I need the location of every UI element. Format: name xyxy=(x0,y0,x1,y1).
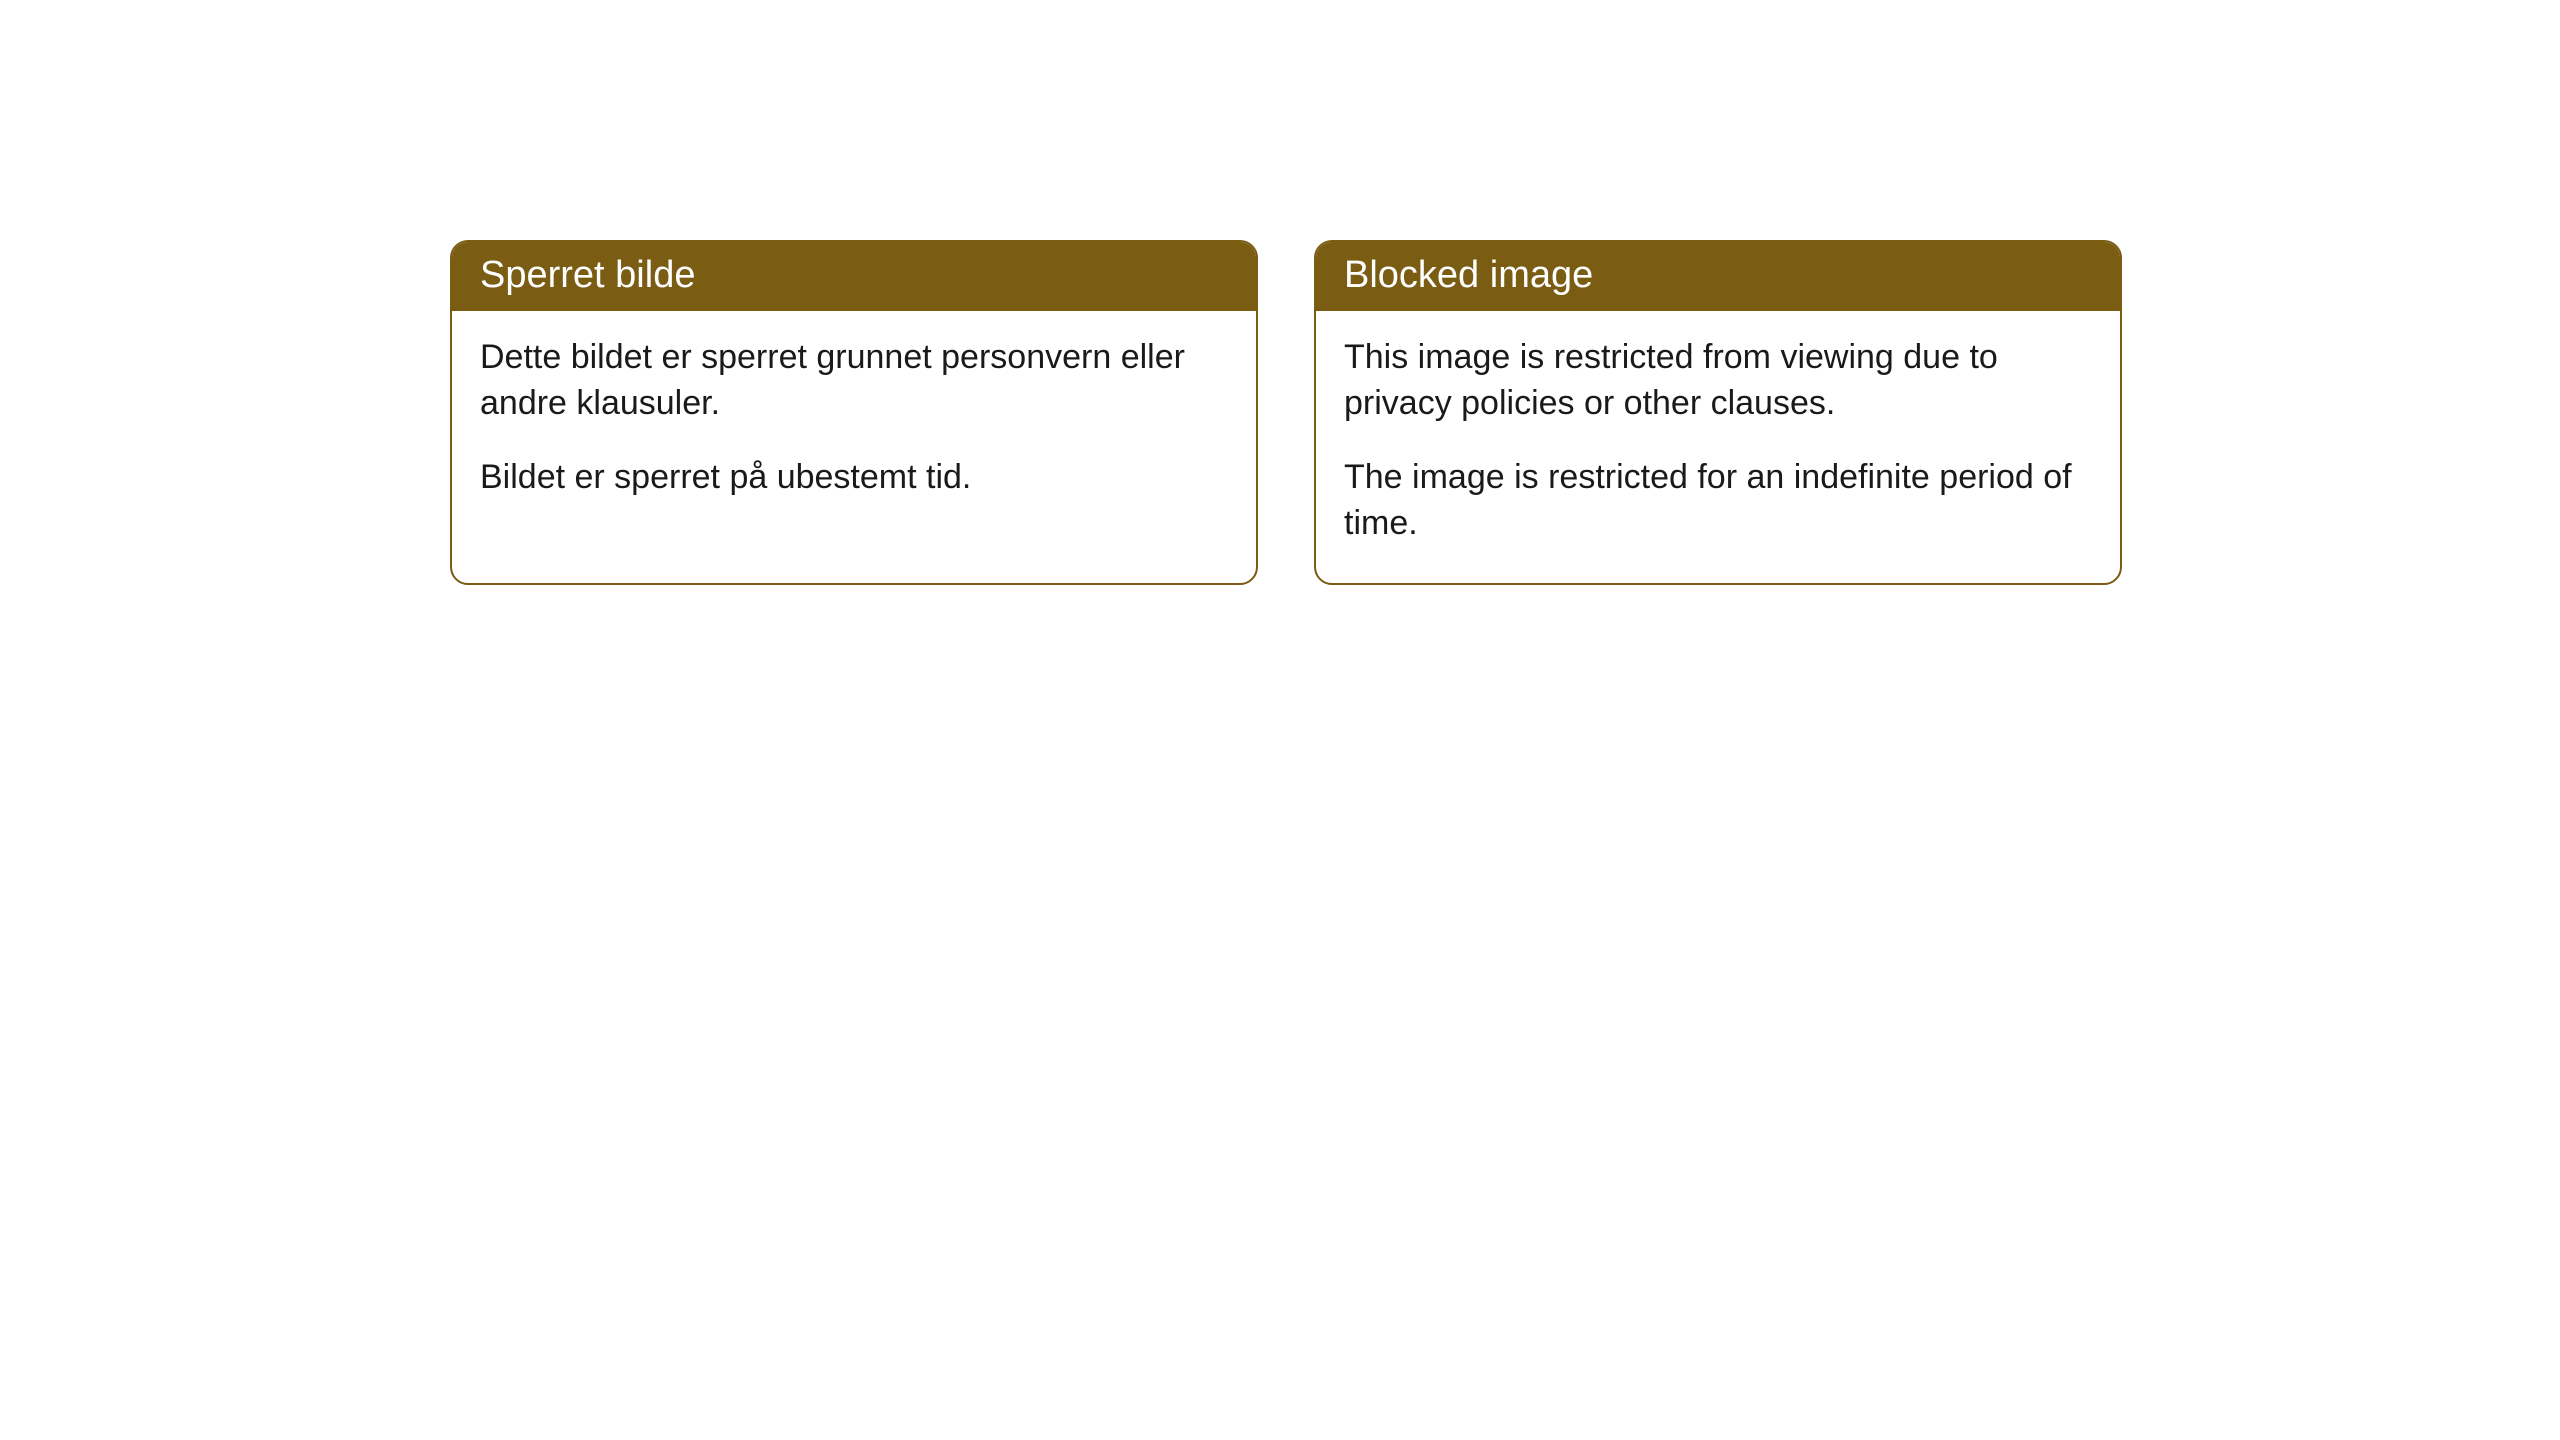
card-body-no: Dette bildet er sperret grunnet personve… xyxy=(452,311,1256,537)
blocked-image-card-en: Blocked image This image is restricted f… xyxy=(1314,240,2122,585)
card-text-en-1: This image is restricted from viewing du… xyxy=(1344,335,2092,427)
notice-container: Sperret bilde Dette bildet er sperret gr… xyxy=(0,0,2560,585)
card-header-no: Sperret bilde xyxy=(452,242,1256,311)
card-header-en: Blocked image xyxy=(1316,242,2120,311)
card-text-no-1: Dette bildet er sperret grunnet personve… xyxy=(480,335,1228,427)
card-text-no-2: Bildet er sperret på ubestemt tid. xyxy=(480,455,1228,501)
card-text-en-2: The image is restricted for an indefinit… xyxy=(1344,455,2092,547)
card-body-en: This image is restricted from viewing du… xyxy=(1316,311,2120,583)
blocked-image-card-no: Sperret bilde Dette bildet er sperret gr… xyxy=(450,240,1258,585)
